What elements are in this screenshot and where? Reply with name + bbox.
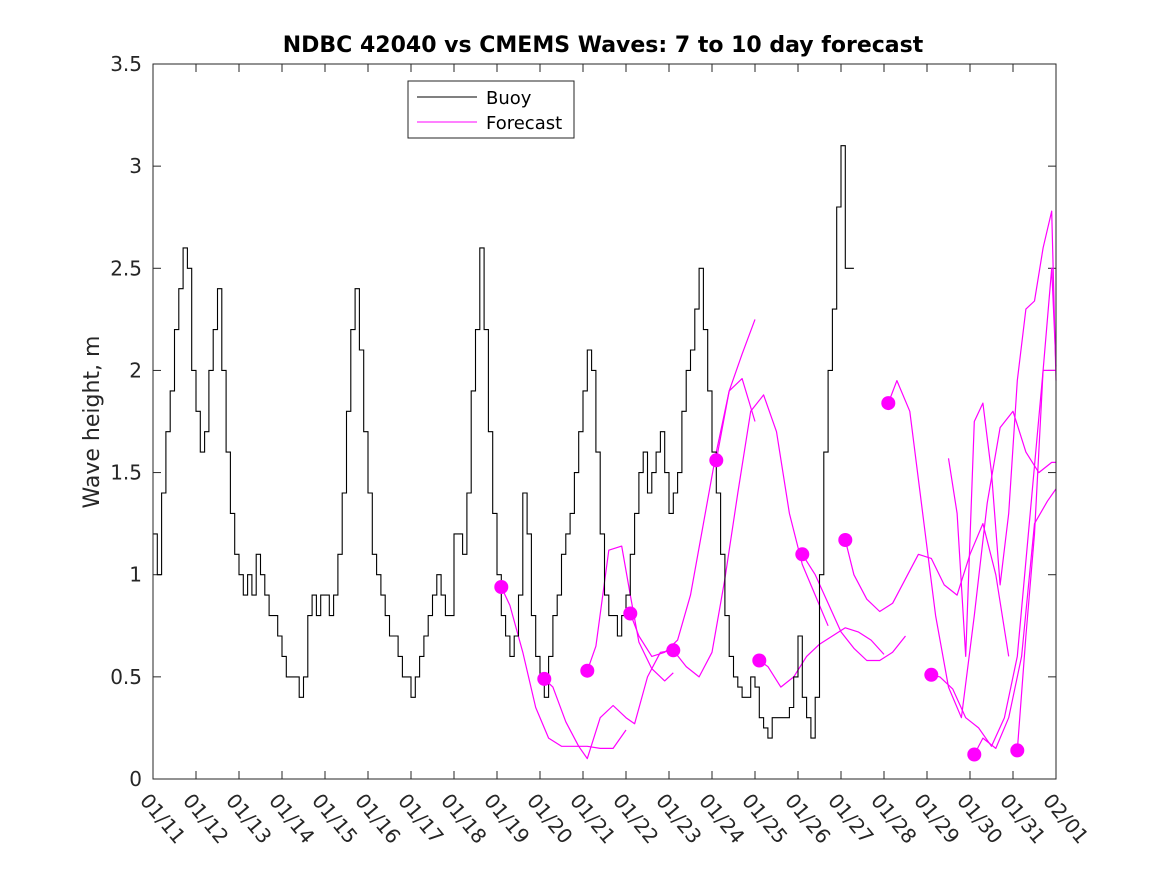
- forecast-start-marker: [666, 643, 681, 658]
- forecast-line-2: [543, 649, 674, 760]
- chart-title: NDBC 42040 vs CMEMS Waves: 7 to 10 day f…: [283, 33, 924, 58]
- forecast-start-marker: [838, 533, 853, 547]
- forecast-line-6: [715, 319, 756, 461]
- forecast-start-marker: [881, 396, 896, 411]
- axes-box: [152, 63, 1057, 780]
- forecast-start-marker: [709, 453, 724, 468]
- forecast-start-marker: [580, 663, 595, 678]
- forecast-start-marker: [623, 606, 638, 621]
- legend: Buoy Forecast: [407, 80, 575, 139]
- y-axis-label: Wave height, m: [80, 336, 105, 509]
- y-tick-label: 2.5: [110, 256, 142, 280]
- forecast-line-9: [844, 522, 1010, 657]
- forecast-start-marker: [967, 747, 982, 762]
- y-tick-label: 3: [129, 154, 142, 178]
- forecast-start-marker: [752, 653, 767, 668]
- y-tick-label: 0.5: [110, 665, 142, 689]
- forecast-line-14: [947, 210, 1057, 658]
- y-tick-label: 1.5: [110, 461, 142, 485]
- forecast-start-marker: [494, 580, 509, 594]
- buoy-line: [153, 145, 854, 739]
- forecast-start-marker: [924, 667, 939, 682]
- forecast-start-marker: [1010, 743, 1025, 758]
- forecast-line-5: [672, 394, 829, 678]
- forecast-line-11: [931, 369, 1056, 747]
- y-tick-label: 1: [129, 563, 142, 587]
- forecast-start-marker: [537, 671, 552, 686]
- y-tick-label: 2: [129, 358, 142, 382]
- legend-box: [407, 80, 575, 139]
- forecast-start-marker: [795, 547, 810, 562]
- y-tick-label: 3.5: [110, 52, 142, 76]
- legend-buoy-label: Buoy: [486, 88, 532, 109]
- y-tick-label: 0: [129, 767, 142, 791]
- forecast-line-13: [1016, 267, 1057, 751]
- forecast-line-4: [629, 378, 756, 658]
- forecast-line-1: [500, 586, 627, 750]
- legend-forecast-label: Forecast: [486, 113, 562, 134]
- forecast-line-12: [973, 488, 1057, 755]
- plot-area: [153, 145, 1057, 762]
